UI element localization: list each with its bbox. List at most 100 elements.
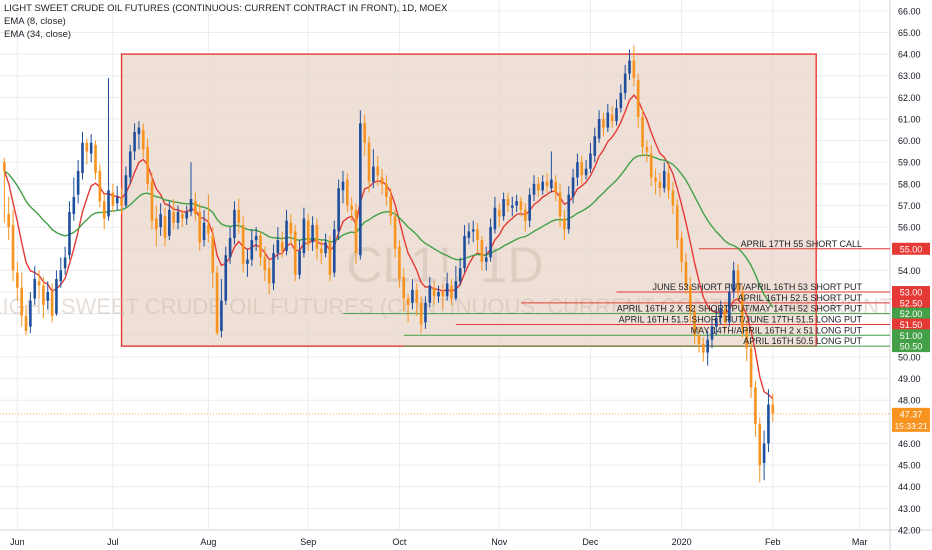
last-price-badge: 47.37 15:33:21 [892, 407, 930, 432]
price-tick-label: 63.00 [898, 71, 921, 81]
candle [241, 216, 245, 273]
last-price-bg [892, 407, 930, 432]
candle-body [237, 209, 241, 223]
candle [702, 337, 705, 362]
candle [671, 181, 675, 215]
candle [493, 196, 497, 234]
candle-body [328, 242, 332, 275]
candle-body [432, 287, 436, 297]
candle [233, 201, 236, 245]
candle [37, 270, 41, 299]
price-axis[interactable]: 42.0043.0044.0045.0046.0047.0048.0049.00… [892, 6, 930, 536]
candle-body [185, 212, 188, 219]
price-tick-label: 49.00 [898, 374, 921, 384]
candle-body [176, 212, 180, 223]
candle-body [741, 292, 744, 329]
candle-body [619, 93, 623, 109]
candle [376, 155, 380, 187]
price-tick-label: 43.00 [898, 504, 921, 514]
countdown-label: 15:33:21 [894, 421, 927, 431]
range-box [120, 53, 817, 347]
time-tick-label: 2020 [672, 537, 692, 547]
candle [124, 166, 128, 208]
candle-body [354, 209, 358, 254]
candle-body [519, 201, 523, 210]
annotation-labels: APRIL 17TH 55 SHORT CALL JUNE 53 SHORT PU… [617, 239, 863, 346]
candle-body [632, 60, 636, 78]
annotation-label: APRIL 16TH 52.5 SHORT PUT [738, 293, 863, 303]
candle [411, 279, 414, 310]
candle [580, 155, 584, 184]
price-badge-label: 50.50 [900, 342, 923, 352]
candle-body [736, 270, 740, 293]
time-axis[interactable]: Jun Jul Aug Sep Oct Nov Dec 2020 Feb Mar [10, 537, 867, 547]
candle-body [181, 214, 184, 219]
candle [11, 209, 15, 282]
candle [610, 106, 614, 128]
candle [606, 103, 610, 132]
candle [68, 201, 71, 260]
candle-body [168, 209, 171, 236]
candle [250, 229, 254, 267]
candle-body [476, 229, 479, 241]
candle [558, 183, 562, 228]
price-tick-label: 60.00 [898, 136, 921, 146]
candle [532, 175, 536, 202]
price-badge: 50.50 [892, 340, 930, 353]
candle-body [437, 292, 440, 297]
candle [419, 296, 423, 334]
candle-body [497, 209, 501, 217]
legend-ema-slow[interactable]: EMA (34, close) [4, 29, 72, 40]
price-tick-label: 61.00 [898, 114, 921, 124]
candle-body [649, 153, 653, 178]
candle [20, 272, 24, 327]
candle-body [662, 170, 666, 189]
candle [385, 175, 388, 206]
candle [463, 224, 466, 273]
candle [428, 276, 432, 308]
candle-body [311, 224, 314, 243]
candle-body [484, 257, 488, 262]
candle [146, 138, 149, 191]
candle [380, 168, 384, 195]
candle-body [346, 179, 349, 206]
price-badge-label: 55.00 [900, 244, 923, 254]
price-badge-label: 52.00 [900, 309, 923, 319]
candle [7, 196, 10, 241]
candle [632, 45, 636, 87]
candle [476, 222, 479, 254]
candle [424, 296, 427, 329]
price-tick-label: 57.00 [898, 201, 921, 211]
candle-body [332, 229, 336, 273]
candle [141, 123, 145, 158]
candle [484, 246, 488, 271]
candle [319, 240, 323, 264]
candle-body [762, 443, 766, 463]
candle [354, 203, 358, 264]
candle [662, 162, 666, 193]
candle-body [250, 240, 254, 260]
price-tick-label: 45.00 [898, 461, 921, 471]
candle-body [723, 309, 727, 323]
candle [341, 170, 345, 204]
candle-body [306, 220, 310, 245]
price-tick-label: 59.00 [898, 158, 921, 168]
candle-body [124, 175, 128, 206]
candle-body [537, 183, 540, 191]
candle-body [506, 199, 510, 206]
candle-body [76, 170, 80, 195]
candle [63, 246, 67, 275]
candle [567, 186, 571, 234]
candle-body [758, 424, 762, 466]
time-tick-label: Oct [392, 537, 407, 547]
legend-ema-fast[interactable]: EMA (8, close) [4, 16, 66, 27]
time-tick-label: Jul [107, 537, 119, 547]
candle-body [37, 281, 41, 286]
candle-body [163, 216, 167, 238]
candle [480, 235, 484, 271]
candle [346, 173, 349, 212]
candle-body [402, 276, 406, 299]
price-badge: 55.00 [892, 242, 930, 255]
